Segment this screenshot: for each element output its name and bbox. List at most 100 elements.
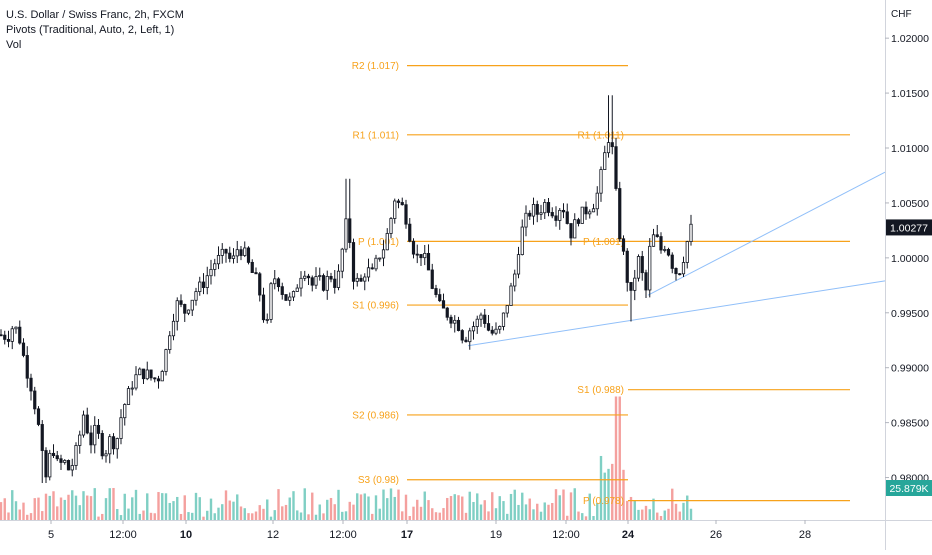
candle-body — [228, 252, 232, 259]
candle-body — [595, 192, 599, 210]
volume-bar — [562, 489, 565, 520]
candle-body — [164, 349, 168, 372]
price-tick-label: 1.02000 — [891, 33, 929, 45]
volume-bar — [198, 497, 201, 520]
volume-bar — [112, 487, 115, 520]
candle-body — [513, 273, 517, 287]
candle-body — [655, 234, 659, 237]
candle-body — [100, 433, 104, 457]
candle-body — [3, 334, 7, 340]
volume-bar — [119, 515, 123, 520]
candle-body — [273, 278, 277, 285]
candle-body — [456, 319, 461, 331]
candle-body — [243, 247, 247, 256]
pivot-label: R1 (1.011) — [352, 130, 399, 141]
volume-bar — [547, 504, 550, 520]
candle-body — [670, 254, 674, 269]
volume-bar — [183, 495, 186, 520]
volume-bar — [29, 513, 33, 520]
pivot-label: R2 (1.017) — [352, 61, 399, 72]
candle-body — [119, 417, 123, 439]
candle-body — [629, 282, 633, 291]
candle-body — [63, 460, 67, 463]
candle-body — [426, 252, 431, 271]
volume-bar — [588, 493, 591, 520]
candle-body — [441, 300, 446, 309]
candle-body — [299, 277, 303, 289]
volume-bar — [63, 499, 66, 520]
volume-bar — [104, 498, 108, 520]
candle-body — [449, 316, 453, 324]
pivot-label: P (0.978) — [583, 496, 624, 507]
candle-body — [329, 276, 333, 280]
volume-bar — [273, 510, 276, 520]
volume-bar — [648, 509, 651, 520]
candle-body — [14, 326, 18, 330]
time-tick-label: 12:00 — [109, 529, 137, 541]
candle-body — [468, 330, 472, 343]
candle-body — [145, 369, 149, 380]
candle-body — [89, 432, 93, 446]
volume-bar — [348, 501, 351, 520]
candle-body — [239, 249, 243, 256]
candle-body — [153, 377, 157, 380]
candle-body — [550, 212, 554, 217]
volume-bar — [622, 469, 625, 520]
candle-body — [168, 335, 172, 350]
volume-bar — [254, 511, 258, 520]
candle-body — [205, 275, 209, 288]
volume-bar — [191, 512, 194, 520]
candle-body — [21, 342, 26, 356]
volume-bar — [356, 493, 359, 520]
pivot-label: S1 (0.988) — [577, 385, 624, 396]
volume-bar — [142, 510, 145, 520]
price-tick-label: 1.00500 — [891, 198, 929, 210]
candle-body — [430, 269, 434, 289]
volume-bar — [86, 495, 89, 520]
price-tick-label: 1.01500 — [891, 88, 929, 100]
volume-bar — [266, 499, 269, 520]
symbol-title[interactable]: U.S. Dollar / Swiss Franc, 2h, FXCM — [6, 9, 184, 21]
candle-body — [123, 404, 127, 419]
candle-body — [644, 272, 648, 291]
volume-bar — [611, 463, 614, 520]
trend-line — [647, 171, 886, 296]
volume-bar — [341, 511, 344, 520]
volume-bar — [592, 516, 595, 520]
candle-body — [419, 254, 423, 259]
candle-body — [659, 236, 663, 251]
candle-body — [25, 355, 29, 379]
candle-body — [235, 249, 239, 257]
volume-bar — [131, 497, 134, 520]
volume-bar — [614, 396, 618, 520]
candle-body — [209, 268, 213, 277]
volume-bar — [438, 512, 441, 520]
candle-body — [400, 202, 404, 206]
candle-layer — [0, 95, 693, 484]
volume-bar — [224, 490, 228, 520]
candle-body — [288, 296, 292, 301]
volume-bar — [629, 496, 633, 520]
pivots-indicator-label[interactable]: Pivots (Traditional, Auto, 2, Left, 1) — [6, 24, 175, 36]
volume-bar — [566, 515, 569, 520]
volume-bar — [427, 500, 430, 520]
volume-bar — [446, 497, 449, 520]
candle-body — [408, 223, 412, 242]
pivot-label: P (1.001) — [358, 237, 399, 248]
candle-body — [543, 202, 547, 214]
volume-bar — [656, 512, 659, 520]
price-tick-label: 1.00000 — [891, 253, 929, 265]
candle-body — [149, 369, 153, 379]
volume-bar — [67, 494, 70, 520]
pivot-label: S1 (0.996) — [352, 301, 399, 312]
volume-bar — [168, 502, 171, 520]
volume-bar — [108, 488, 111, 520]
volume-bar — [78, 505, 81, 520]
candle-body — [48, 452, 52, 478]
time-tick-label: 24 — [622, 529, 635, 541]
volume-bar — [176, 496, 179, 520]
volume-indicator-label[interactable]: Vol — [6, 39, 22, 51]
candle-body — [318, 275, 322, 277]
